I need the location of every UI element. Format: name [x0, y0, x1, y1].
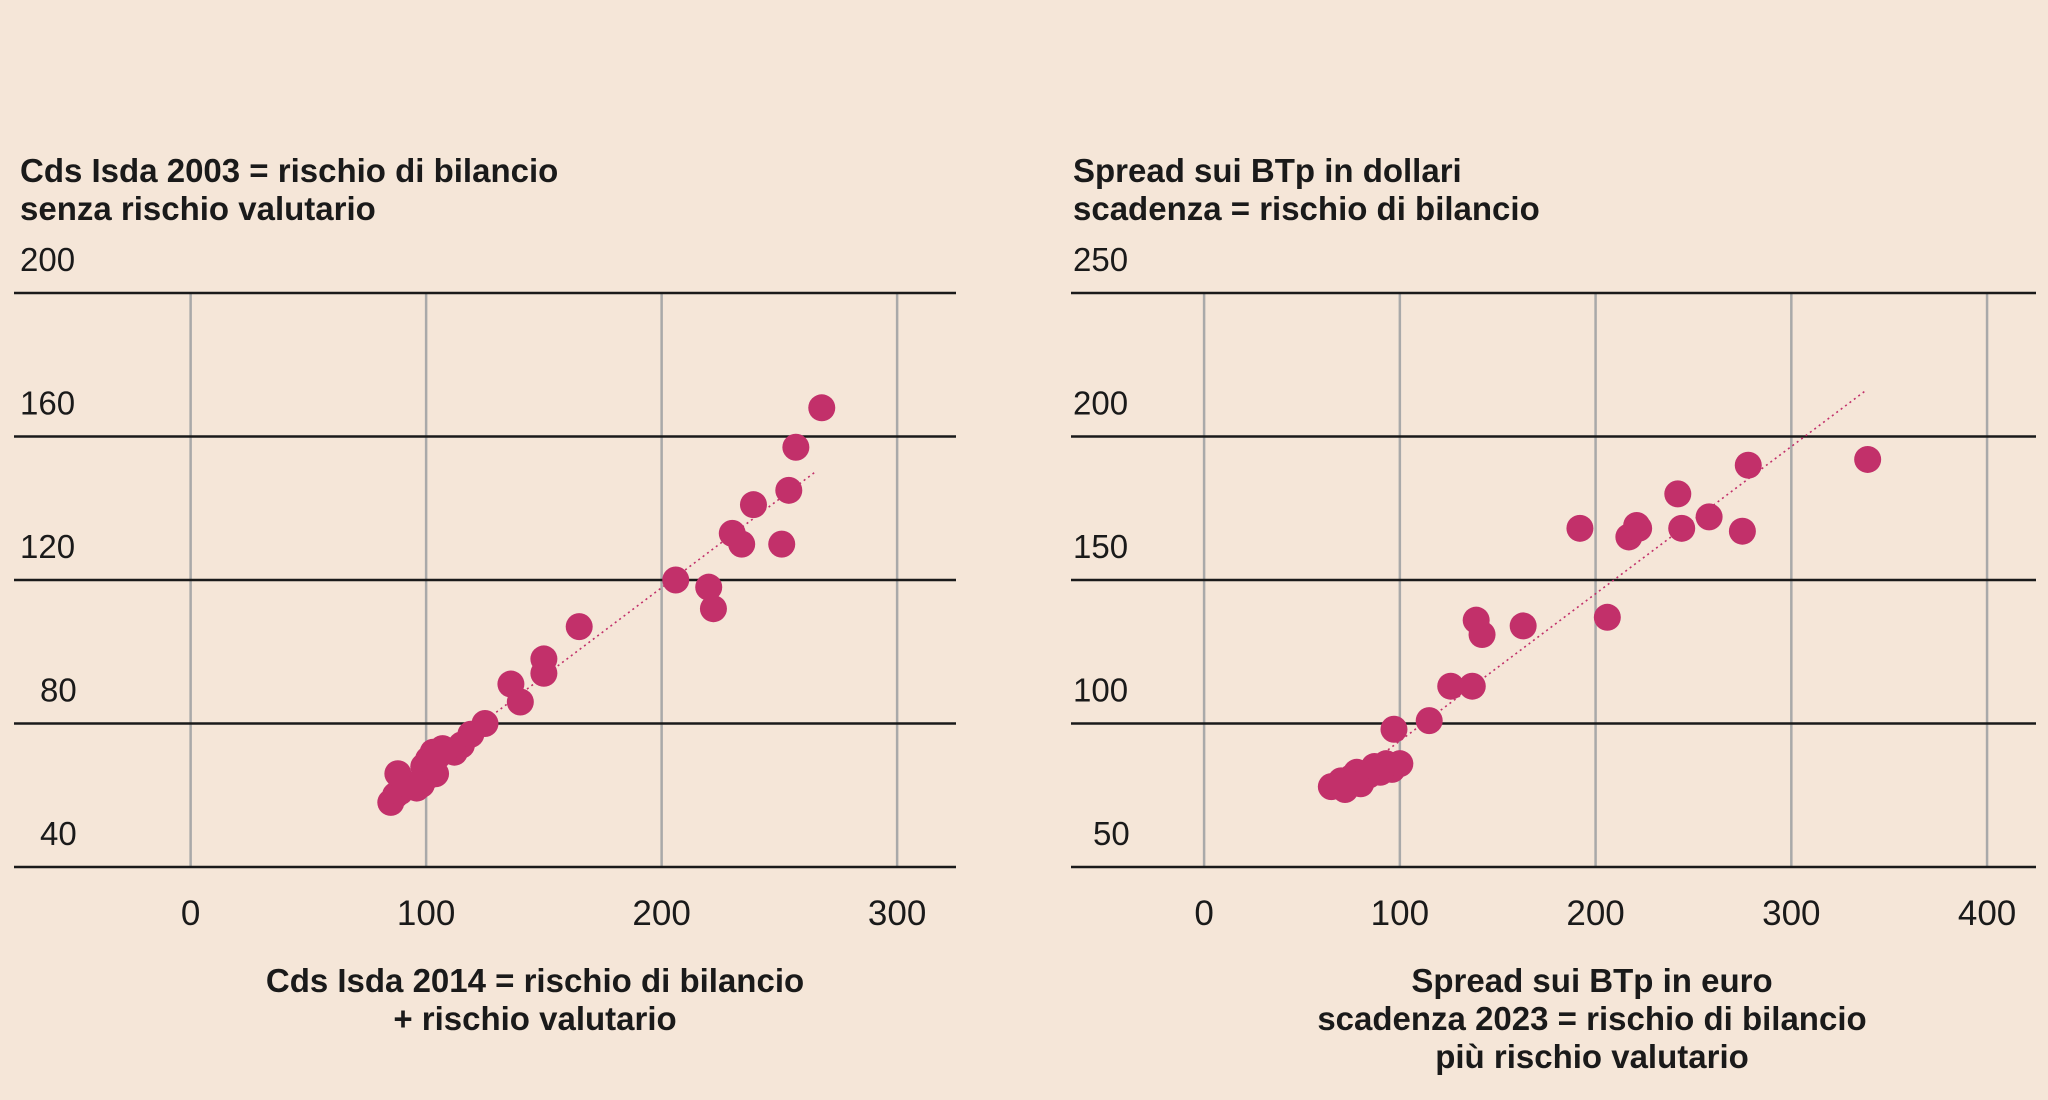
data-point: [1854, 445, 1882, 473]
chart-title-line: Cds Isda 2003 = rischio di bilancio: [20, 152, 558, 189]
data-point: [506, 688, 534, 716]
data-point: [471, 710, 499, 737]
x-axis-label-line: scadenza 2023 = rischio di bilancio: [1317, 1000, 1866, 1037]
data-point: [1734, 451, 1762, 479]
data-point: [1415, 707, 1443, 735]
x-tick-label: 300: [1762, 894, 1820, 933]
data-point: [768, 530, 796, 558]
y-tick-label: 200: [20, 241, 75, 278]
data-point: [662, 566, 690, 594]
y-tick-label: 40: [40, 815, 77, 852]
y-tick-label: 250: [1073, 241, 1128, 278]
data-point: [1664, 480, 1692, 508]
y-tick-label: 80: [40, 672, 77, 709]
data-point: [695, 573, 723, 601]
data-points: [1317, 445, 1882, 804]
data-point: [808, 394, 836, 422]
data-point: [728, 530, 756, 558]
x-tick-label: 0: [1194, 894, 1213, 933]
x-tick-label: 100: [1371, 894, 1429, 933]
data-point: [699, 595, 727, 623]
y-tick-labels: 50 100 150 200 250: [1073, 241, 1130, 852]
data-point: [1625, 514, 1653, 542]
data-point: [1566, 514, 1594, 542]
data-point: [782, 433, 810, 461]
x-axis-label-line: + rischio valutario: [393, 1000, 676, 1037]
chart-title-line: Spread sui BTp in dollari: [1073, 152, 1462, 189]
x-axis-label-line: Cds Isda 2014 = rischio di bilancio: [266, 962, 804, 999]
x-tick-labels: 0 100 200 300: [181, 894, 926, 933]
data-point: [1380, 715, 1408, 743]
data-point: [565, 613, 593, 641]
data-point: [530, 645, 558, 673]
x-tick-label: 200: [632, 894, 690, 933]
data-point: [1509, 612, 1537, 640]
data-point: [1593, 603, 1621, 631]
chart-title-line: scadenza = rischio di bilancio: [1073, 190, 1540, 227]
x-axis-label-line: più rischio valutario: [1435, 1038, 1749, 1075]
x-tick-label: 400: [1958, 894, 2016, 933]
data-point: [1695, 503, 1723, 531]
y-tick-label: 50: [1093, 815, 1130, 852]
data-point: [775, 476, 803, 504]
horizontal-gridlines: [1071, 291, 2036, 869]
data-point: [1437, 672, 1465, 700]
y-tick-label: 100: [1073, 672, 1128, 709]
y-tick-label: 160: [20, 385, 75, 422]
x-axis-label-line: Spread sui BTp in euro: [1411, 962, 1772, 999]
y-tick-labels: 40 80 120 160 200: [20, 241, 77, 852]
x-tick-label: 200: [1566, 894, 1624, 933]
data-point: [1468, 621, 1496, 649]
y-tick-label: 150: [1073, 528, 1128, 565]
x-tick-label: 100: [397, 894, 455, 933]
x-tick-labels: 0 100 200 300 400: [1194, 894, 2016, 933]
data-point: [739, 491, 767, 519]
data-point: [1728, 517, 1756, 545]
data-point: [1386, 750, 1414, 778]
chart-title-line: senza rischio valutario: [20, 190, 376, 227]
x-tick-label: 300: [868, 894, 926, 933]
y-tick-label: 200: [1073, 385, 1128, 422]
data-point: [1458, 672, 1486, 700]
right-scatter-chart: Spread sui BTp in dollari scadenza = ris…: [1071, 152, 2036, 1075]
data-point: [1668, 514, 1696, 542]
x-tick-label: 0: [181, 894, 200, 933]
left-scatter-chart: Cds Isda 2003 = rischio di bilancio senz…: [14, 152, 956, 1037]
y-tick-label: 120: [20, 528, 75, 565]
data-points: [377, 394, 836, 816]
